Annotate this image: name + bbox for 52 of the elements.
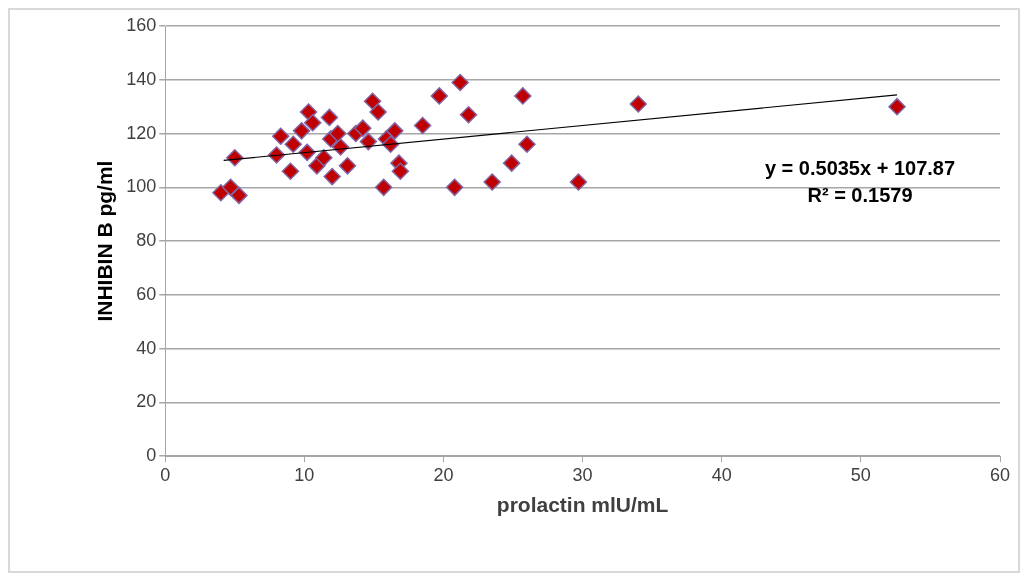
y-tick-label: 0 xyxy=(146,445,157,466)
y-tick-label: 20 xyxy=(136,391,157,412)
point xyxy=(271,127,290,145)
point xyxy=(323,167,341,186)
point xyxy=(354,119,372,137)
point xyxy=(369,103,387,121)
point xyxy=(451,73,469,92)
point xyxy=(292,122,311,140)
point xyxy=(338,157,357,175)
point xyxy=(315,149,333,167)
annotation: R² = 0.1579 xyxy=(807,183,913,206)
y-tick-label: 120 xyxy=(126,122,157,143)
x-tick-label: 40 xyxy=(711,464,732,485)
point xyxy=(413,116,432,135)
point xyxy=(363,92,382,111)
point xyxy=(299,103,318,121)
x-tick-label: 10 xyxy=(294,464,315,485)
x-axis-title: prolactin mlU/mL xyxy=(496,493,669,517)
y-tick-label: 160 xyxy=(126,14,157,35)
point xyxy=(359,132,378,151)
point xyxy=(386,122,404,140)
point xyxy=(445,178,464,197)
point xyxy=(514,87,532,105)
y-tick-label: 140 xyxy=(126,68,157,89)
point xyxy=(888,97,906,116)
x-tick-label: 20 xyxy=(433,464,454,485)
point xyxy=(230,186,248,205)
point xyxy=(430,87,449,105)
x-tick-label: 0 xyxy=(160,464,171,485)
point xyxy=(284,135,302,154)
point xyxy=(281,162,300,180)
point xyxy=(629,95,648,113)
point xyxy=(518,135,536,154)
point xyxy=(459,105,478,124)
y-tick-label: 60 xyxy=(136,283,157,304)
point xyxy=(221,178,240,197)
point xyxy=(329,124,347,143)
point xyxy=(320,108,339,127)
y-tick-label: 80 xyxy=(136,230,157,251)
y-tick-label: 100 xyxy=(126,176,157,197)
point xyxy=(502,154,521,172)
y-axis-title: INHIBIN B pg/ml xyxy=(93,160,117,322)
point xyxy=(303,114,322,132)
point xyxy=(374,178,393,197)
point xyxy=(483,173,501,191)
x-tick-label: 60 xyxy=(989,464,1011,485)
point xyxy=(569,173,588,191)
x-tick-label: 30 xyxy=(572,464,593,485)
x-tick-label: 50 xyxy=(850,464,871,485)
y-tick-label: 40 xyxy=(136,337,157,358)
annotation: y = 0.5035x + 107.87 xyxy=(764,156,956,179)
point xyxy=(391,162,410,180)
